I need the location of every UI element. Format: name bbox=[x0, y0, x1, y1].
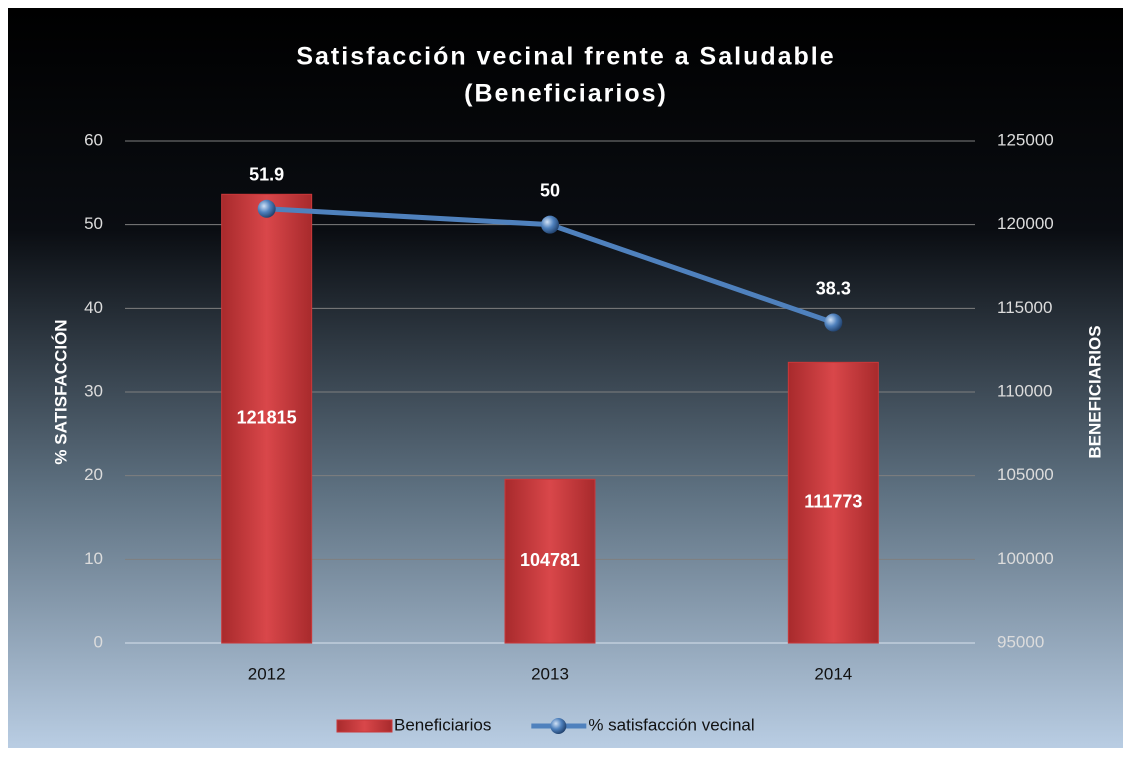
y-tick-label: 30 bbox=[84, 381, 103, 400]
y-tick-label: 0 bbox=[94, 632, 103, 651]
legend-label: Beneficiarios bbox=[394, 715, 491, 734]
y2-tick-label: 120000 bbox=[997, 214, 1054, 233]
y2-tick-label: 100000 bbox=[997, 549, 1054, 568]
y2-tick-label: 110000 bbox=[997, 381, 1052, 400]
y-tick-label: 60 bbox=[84, 130, 103, 149]
line-value-label: 50 bbox=[540, 180, 560, 200]
legend-label: % satisfacción vecinal bbox=[588, 715, 754, 734]
y-tick-label: 50 bbox=[84, 214, 103, 233]
bar-value-label: 111773 bbox=[804, 491, 862, 511]
y2-tick-label: 95000 bbox=[997, 632, 1044, 651]
line-marker bbox=[257, 199, 276, 218]
y2-axis-label: BENEFICIARIOS bbox=[1085, 325, 1104, 458]
chart-title: Satisfacción vecinal frente a Saludable bbox=[296, 43, 835, 71]
bar-value-label: 121815 bbox=[237, 407, 297, 427]
y-tick-label: 10 bbox=[84, 549, 103, 568]
x-tick-label: 2012 bbox=[248, 664, 286, 683]
line-marker bbox=[824, 313, 843, 332]
bar bbox=[787, 361, 879, 644]
line-marker bbox=[541, 215, 559, 234]
y-axis-label: % SATISFACCIÓN bbox=[51, 319, 70, 464]
y-tick-label: 20 bbox=[84, 465, 103, 484]
bar bbox=[221, 193, 313, 644]
y-tick-label: 40 bbox=[84, 298, 103, 317]
line-value-label: 51.9 bbox=[249, 165, 284, 185]
y2-tick-label: 115000 bbox=[997, 298, 1052, 317]
legend-swatch bbox=[336, 719, 393, 733]
y2-tick-label: 125000 bbox=[997, 130, 1054, 149]
bar bbox=[504, 478, 596, 644]
x-tick-label: 2013 bbox=[531, 664, 569, 683]
chart-title: (Beneficiarios) bbox=[464, 80, 668, 108]
bar-value-label: 104781 bbox=[520, 550, 580, 570]
line-value-label: 38.3 bbox=[816, 278, 851, 298]
legend-swatch bbox=[550, 718, 567, 734]
y2-tick-label: 105000 bbox=[997, 465, 1054, 484]
x-tick-label: 2014 bbox=[814, 664, 852, 683]
